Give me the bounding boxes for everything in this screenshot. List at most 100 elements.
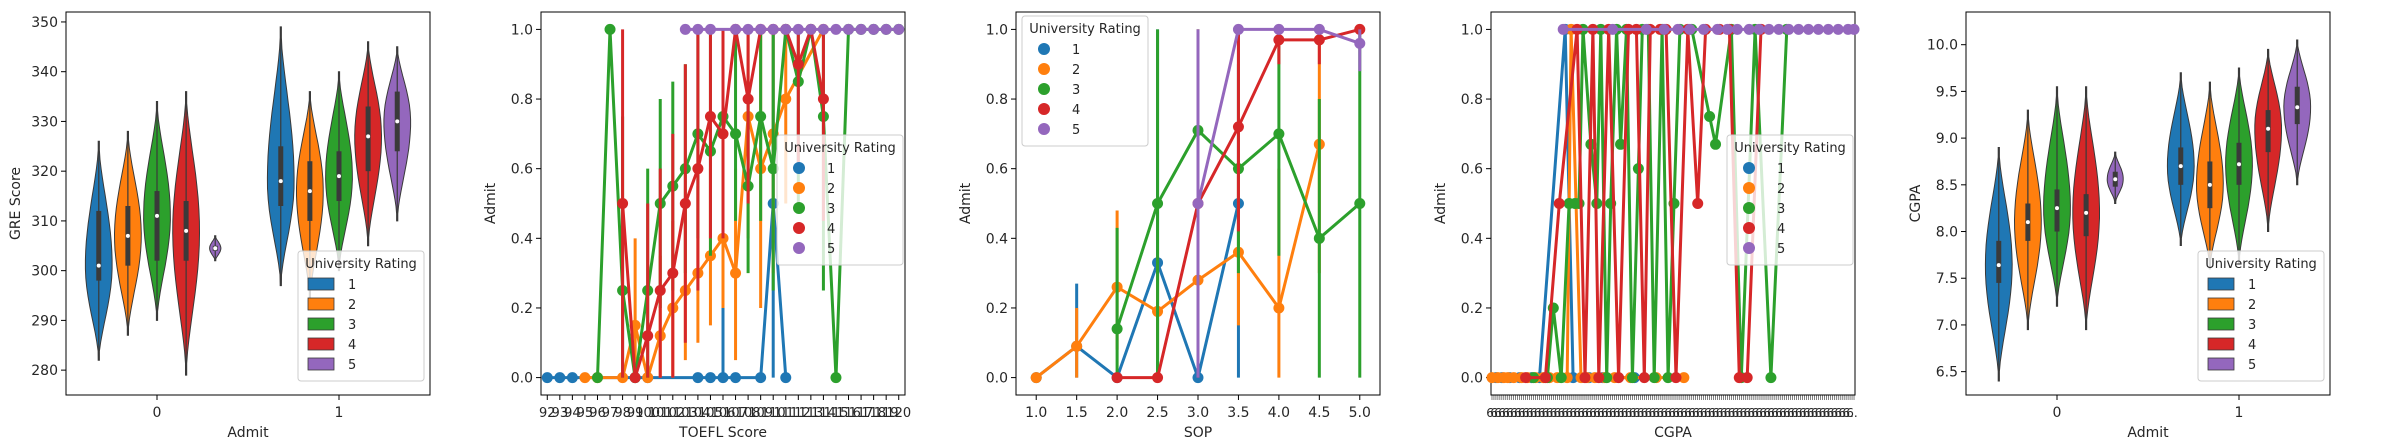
legend-frame — [1021, 15, 1149, 147]
x-tick-label: 6. — [1593, 406, 1604, 420]
point-4 — [1553, 198, 1565, 209]
x-tick-label: 1 — [2235, 405, 2244, 421]
y-tick-label: 320 — [31, 164, 58, 180]
point-2 — [704, 250, 716, 262]
x-tick-label: 6. — [1692, 406, 1703, 420]
violin-iqr — [96, 210, 102, 281]
x-tick-label: 6. — [1486, 406, 1497, 420]
violin-median — [96, 263, 101, 268]
legend-marker — [1743, 182, 1755, 194]
legend-title: University Rating — [784, 141, 896, 156]
panel-2: 0.0 0.2 0.4 0.6 0.8 1.0 TOEFL Score Admit 929394… — [483, 11, 911, 441]
x-tick-label: 6. — [1799, 406, 1810, 420]
x-tick-label: 6. — [1597, 406, 1608, 420]
x-tick-label: 6. — [1637, 406, 1648, 420]
x-tick-label: 2.5 — [1146, 405, 1168, 421]
point-3 — [1662, 372, 1674, 384]
x-tick-label: 6. — [1518, 406, 1529, 420]
legend-label: 5 — [827, 242, 835, 257]
x-tick-label: 6. — [1803, 406, 1814, 420]
point-4 — [642, 330, 654, 342]
violin-iqr — [365, 106, 371, 172]
point-5 — [1721, 23, 1733, 35]
legend-marker — [793, 182, 805, 194]
x-tick-label: 6. — [1526, 406, 1537, 420]
x-tick-label: 92 — [539, 406, 556, 421]
point-3 — [830, 372, 842, 384]
point-4 — [1111, 372, 1123, 384]
point-4 — [679, 198, 691, 209]
x-tick-label: 6. — [1605, 406, 1616, 420]
legend-marker — [1038, 83, 1050, 95]
x-tick-label: 4.0 — [1268, 405, 1290, 421]
legend-patch — [307, 317, 335, 331]
point-4 — [1613, 372, 1625, 384]
point-2 — [730, 267, 742, 279]
legend-label: 4 — [1072, 103, 1080, 118]
point-4 — [1579, 372, 1591, 384]
y-axis-label: Admit — [1433, 182, 1449, 224]
point-4 — [704, 110, 716, 122]
point-4 — [1733, 372, 1745, 384]
x-tick-label: 6. — [1736, 406, 1747, 420]
legend-title: University Rating — [1734, 141, 1846, 156]
x-tick-label: 114 — [811, 406, 836, 421]
point-1 — [554, 372, 566, 384]
x-tick-label: 0 — [153, 405, 162, 421]
y-tick-label: 0.0 — [1461, 371, 1483, 387]
point-3 — [1111, 323, 1123, 335]
x-tick-label: 119 — [874, 406, 899, 421]
x-tick-label: 5.0 — [1349, 405, 1371, 421]
point-5 — [855, 23, 867, 35]
legend-label: 5 — [1072, 123, 1080, 138]
point-4 — [1741, 372, 1753, 384]
point-5 — [742, 23, 754, 35]
y-tick-label: 340 — [31, 65, 58, 81]
violin-median — [2055, 206, 2059, 211]
point-5 — [1822, 23, 1834, 35]
point-5 — [704, 23, 716, 35]
legend-title: University Rating — [305, 257, 417, 272]
point-5 — [893, 23, 905, 35]
point-3 — [1273, 128, 1285, 140]
point-2 — [1508, 372, 1520, 384]
y-tick-label: 9.0 — [1936, 131, 1958, 147]
point-5 — [1763, 23, 1775, 35]
x-tick-label: 6. — [1743, 406, 1754, 420]
violin-median — [2237, 162, 2241, 167]
point-3 — [1626, 372, 1638, 384]
y-tick-label: 0.2 — [511, 301, 533, 317]
point-3 — [1710, 138, 1722, 150]
legend-patch — [307, 337, 335, 351]
x-tick-label: 6. — [1807, 406, 1818, 420]
x-tick-label: 102 — [660, 406, 685, 421]
series-line-1 — [1035, 203, 1240, 380]
panel-4: 0.00.20.40.60.81.0CGPAAdmit6.6.6.6.6.6.6… — [1433, 11, 1860, 441]
x-tick-label: 98 — [614, 406, 631, 421]
x-tick-label: 6. — [1621, 406, 1632, 420]
x-tick-label: 6. — [1724, 406, 1735, 420]
point-5 — [679, 23, 691, 35]
x-tick-label: 1.0 — [1025, 405, 1047, 421]
x-tick-label: 6. — [1617, 406, 1628, 420]
x-tick-label: 6. — [1739, 406, 1750, 420]
violin-median — [2025, 220, 2030, 225]
legend-label: 4 — [1777, 222, 1785, 237]
point-3 — [604, 23, 616, 35]
point-4 — [1520, 372, 1532, 384]
y-tick-label: 1.0 — [511, 22, 533, 38]
x-tick-label: 6. — [1585, 406, 1596, 420]
x-tick-label: 6. — [1565, 406, 1576, 420]
point-5 — [1712, 23, 1724, 35]
legend-label: 4 — [348, 338, 356, 353]
x-tick-label: 6. — [1648, 406, 1659, 420]
x-tick-label: 6. — [1557, 406, 1568, 420]
x-tick-label: 6. — [1656, 406, 1667, 420]
legend-frame — [776, 134, 904, 266]
y-tick-label: 290 — [31, 313, 58, 329]
legend-patch — [2207, 337, 2235, 351]
point-2 — [1071, 340, 1083, 352]
point-5 — [1313, 23, 1325, 35]
x-tick-label: 6. — [1530, 406, 1541, 420]
